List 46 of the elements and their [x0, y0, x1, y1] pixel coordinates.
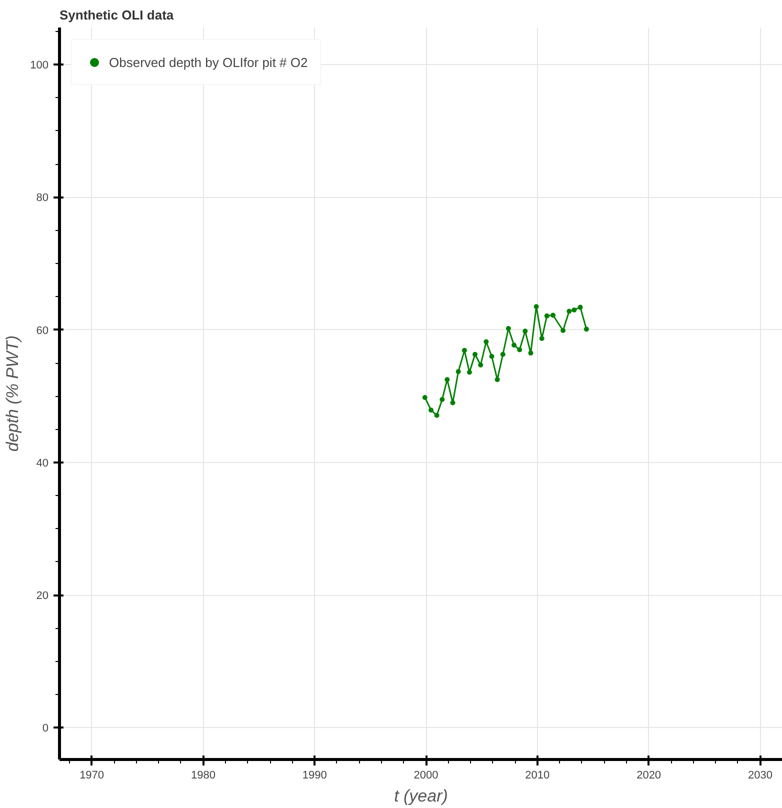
legend-label: Observed depth by OLIfor pit # O2	[109, 54, 308, 70]
point	[472, 352, 478, 357]
point	[528, 350, 534, 356]
point	[466, 370, 472, 375]
y-axis-title: depth (% PWT)	[3, 335, 22, 452]
x-tick-label: 1970	[80, 770, 104, 782]
y-tick-label: 20	[36, 590, 49, 602]
point	[456, 369, 461, 374]
point	[534, 304, 539, 310]
point	[450, 400, 456, 406]
point	[539, 336, 544, 341]
y-tick-label: 80	[36, 192, 49, 204]
point	[489, 354, 494, 359]
point	[550, 312, 556, 318]
y-tick-label: 0	[42, 722, 49, 735]
point	[500, 352, 506, 357]
point	[512, 342, 517, 348]
point	[584, 326, 589, 332]
point	[422, 394, 428, 400]
x-tick-label: 1980	[190, 770, 216, 782]
x-tick-label: 1990	[302, 770, 327, 782]
point	[544, 313, 550, 318]
point	[506, 326, 511, 332]
x-axis-title: t (year)	[394, 786, 448, 806]
x-tick-label: 2000	[414, 770, 438, 782]
point	[484, 339, 489, 344]
point	[572, 307, 577, 312]
point	[462, 348, 467, 353]
x-tick-label: 2010	[525, 770, 550, 782]
point	[517, 347, 522, 352]
point	[578, 304, 583, 310]
point	[522, 328, 528, 334]
y-tick-label: 40	[36, 457, 49, 470]
point	[428, 408, 434, 413]
y-tick-label: 100	[30, 60, 49, 72]
point	[560, 328, 566, 334]
y-tick-label: 60	[36, 324, 49, 337]
x-tick-label: 2020	[636, 770, 662, 782]
point	[434, 412, 440, 418]
point	[566, 308, 572, 314]
x-tick-label: 2030	[748, 770, 772, 782]
chart-title: Synthetic OLI data	[60, 8, 174, 22]
point	[440, 396, 445, 402]
point	[478, 362, 484, 368]
point	[494, 377, 500, 382]
point	[444, 377, 450, 382]
